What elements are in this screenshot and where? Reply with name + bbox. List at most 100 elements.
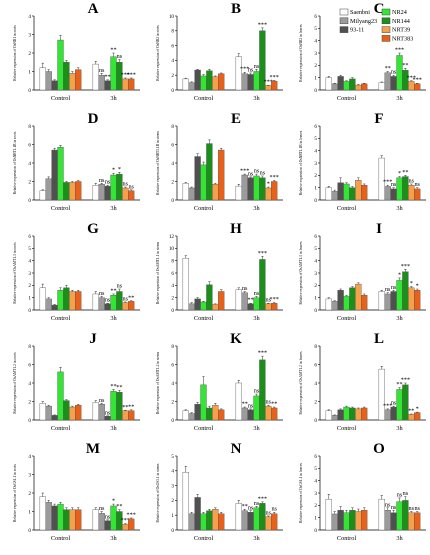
bar [104, 303, 111, 311]
x-category-label: 3h [110, 535, 117, 542]
bar [355, 180, 362, 201]
legend-label: Saenbni [350, 9, 370, 16]
bar [194, 497, 201, 531]
y-tick-label: 4 [314, 38, 317, 44]
y-tick-label: 4 [28, 381, 31, 387]
bar [349, 510, 356, 531]
y-tick-label: 1 [314, 295, 317, 301]
y-axis-label: Relative expression of OsNR1 in roots [13, 25, 17, 81]
y-tick-label: 5 [314, 136, 317, 142]
panel-letter: L [374, 331, 384, 347]
bar [188, 513, 195, 531]
y-tick-label: 8 [28, 344, 31, 350]
bar [98, 513, 105, 531]
bar [253, 507, 260, 531]
significance-label: *** [121, 517, 130, 524]
bar [69, 291, 76, 311]
bar [259, 359, 266, 421]
panel-letter: K [230, 331, 242, 347]
y-tick-label: 2 [171, 295, 174, 301]
x-category-label: 3h [253, 95, 260, 102]
bar [414, 83, 421, 91]
y-tick-label: 8 [314, 344, 317, 350]
y-tick-label: 6 [171, 142, 174, 148]
y-tick-label: 8 [171, 124, 174, 130]
bar [259, 259, 266, 311]
x-category-label: 3h [253, 205, 260, 212]
y-tick-label: 3 [28, 32, 31, 38]
bar [271, 303, 278, 311]
bar [104, 520, 111, 531]
bar [98, 297, 105, 311]
significance-label: ** [242, 401, 248, 408]
bar [182, 183, 189, 201]
x-category-label: Control [194, 95, 213, 102]
bar [182, 78, 189, 91]
bar [75, 291, 82, 311]
significance-label: *** [270, 174, 279, 181]
legend-swatch [339, 26, 349, 33]
bar [355, 283, 362, 311]
significance-label: ns [99, 397, 105, 404]
y-tick-label: 2 [314, 63, 317, 69]
bar [247, 409, 254, 421]
x-category-label: 3h [110, 425, 117, 432]
x-category-label: 3h [110, 315, 117, 322]
bar [57, 371, 64, 421]
y-tick-label: 0 [314, 418, 317, 424]
y-tick-label: 6 [171, 43, 174, 49]
bar [402, 500, 409, 531]
bar [247, 512, 254, 531]
y-tick-label: 0 [314, 528, 317, 534]
bar [75, 509, 82, 531]
significance-label: ns [409, 177, 415, 184]
bar [384, 72, 391, 91]
legend-label: Milyang23 [350, 18, 377, 25]
panel-letter: I [376, 221, 382, 237]
bar [122, 78, 129, 91]
bar [361, 184, 368, 201]
bar [51, 304, 58, 311]
bar [63, 400, 70, 421]
significance-label: ** [128, 294, 134, 301]
significance-label: *** [270, 74, 279, 81]
bar [63, 287, 70, 311]
significance-label: *** [258, 350, 267, 357]
significance-label: ns [117, 53, 123, 60]
x-category-label: 3h [110, 205, 117, 212]
y-tick-label: 2 [28, 179, 31, 185]
legend-swatch [339, 17, 349, 25]
significance-label: *** [264, 79, 273, 86]
significance-label: ns [254, 500, 260, 507]
x-category-label: 3h [396, 535, 403, 542]
bar [337, 290, 344, 311]
bar [337, 76, 344, 91]
bar [92, 509, 99, 531]
y-tick-label: 0 [171, 198, 174, 204]
x-category-label: Control [337, 95, 356, 102]
significance-label: *** [383, 179, 392, 186]
significance-label: *** [407, 74, 416, 81]
y-tick-label: 4 [28, 161, 31, 167]
significance-label: * [416, 406, 419, 413]
y-tick-label: 2 [314, 503, 317, 509]
bar [247, 303, 254, 311]
significance-label: ns [128, 183, 134, 190]
y-tick-label: 0 [28, 198, 31, 204]
y-tick-label: 0 [171, 528, 174, 534]
panel-letter: D [88, 111, 99, 127]
y-tick-label: 4 [314, 381, 317, 387]
significance-label: ** [116, 503, 122, 510]
y-tick-label: 6 [314, 234, 317, 240]
panel-F: F Relative expression of OsNRT1.1B in lea… [299, 111, 426, 212]
y-tick-label: 4 [171, 58, 174, 64]
bar [355, 408, 362, 421]
bar [396, 501, 403, 531]
bar [206, 407, 213, 421]
y-tick-label: 2 [171, 179, 174, 185]
significance-label: ns [99, 177, 105, 184]
bar [253, 175, 260, 201]
panel-I: I Relative expression of OsAMT1.1 in leav… [299, 221, 426, 322]
